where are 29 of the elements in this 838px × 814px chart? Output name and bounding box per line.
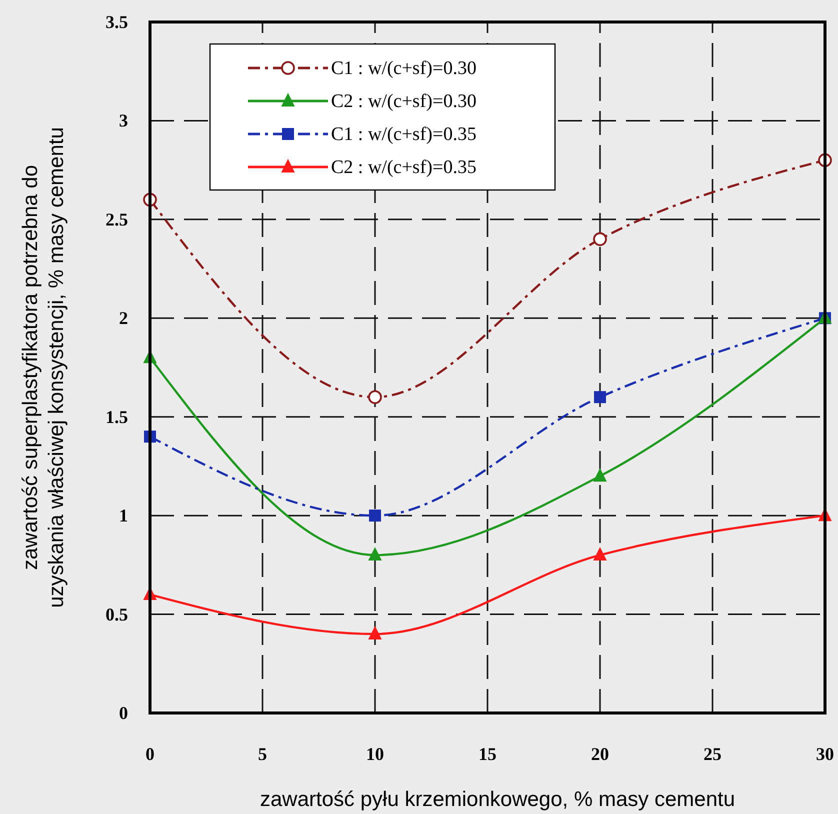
- point: [593, 232, 607, 246]
- point: [368, 548, 382, 561]
- legend-label: C2 : w/(c+sf)=0.35: [331, 157, 476, 178]
- y-tick-label: 3.5: [106, 12, 128, 32]
- y-tick-label: 3: [119, 110, 128, 131]
- y-tick-label: 1.5: [106, 406, 128, 427]
- point: [368, 390, 382, 404]
- x-tick-label: 30: [816, 744, 834, 764]
- legend-label: C2 : w/(c+sf)=0.30: [331, 91, 476, 112]
- y-tick-label: 2.5: [106, 209, 128, 230]
- x-tick-label: 10: [366, 744, 384, 764]
- y-tick-label: 0: [119, 703, 128, 723]
- point: [594, 391, 606, 404]
- y-tick-label: 1: [119, 506, 128, 526]
- x-tick-label: 20: [591, 744, 609, 764]
- x-axis-title: zawartość pyłu krzemionkowego, % masy cementu: [260, 788, 736, 811]
- x-tick-label: 5: [258, 744, 267, 764]
- y-axis-title: zawartość superplastyfikatora potrzebna do uzyskania właściwej konsystencji, % masy cementu: [19, 127, 68, 608]
- point: [368, 626, 382, 640]
- point: [594, 468, 606, 482]
- point: [369, 510, 381, 522]
- x-tick-label: 15: [478, 744, 496, 764]
- legend-label: C1 : w/(c+sf)=0.30: [331, 58, 476, 79]
- x-tick-label: 25: [704, 744, 722, 764]
- x-tick-label: 0: [146, 744, 154, 764]
- legend-label: C1 : w/(c+sf)=0.35: [331, 124, 476, 145]
- y-tick-label: 0.5: [106, 604, 128, 624]
- point: [594, 548, 606, 561]
- y-tick-label: 2: [119, 308, 128, 328]
